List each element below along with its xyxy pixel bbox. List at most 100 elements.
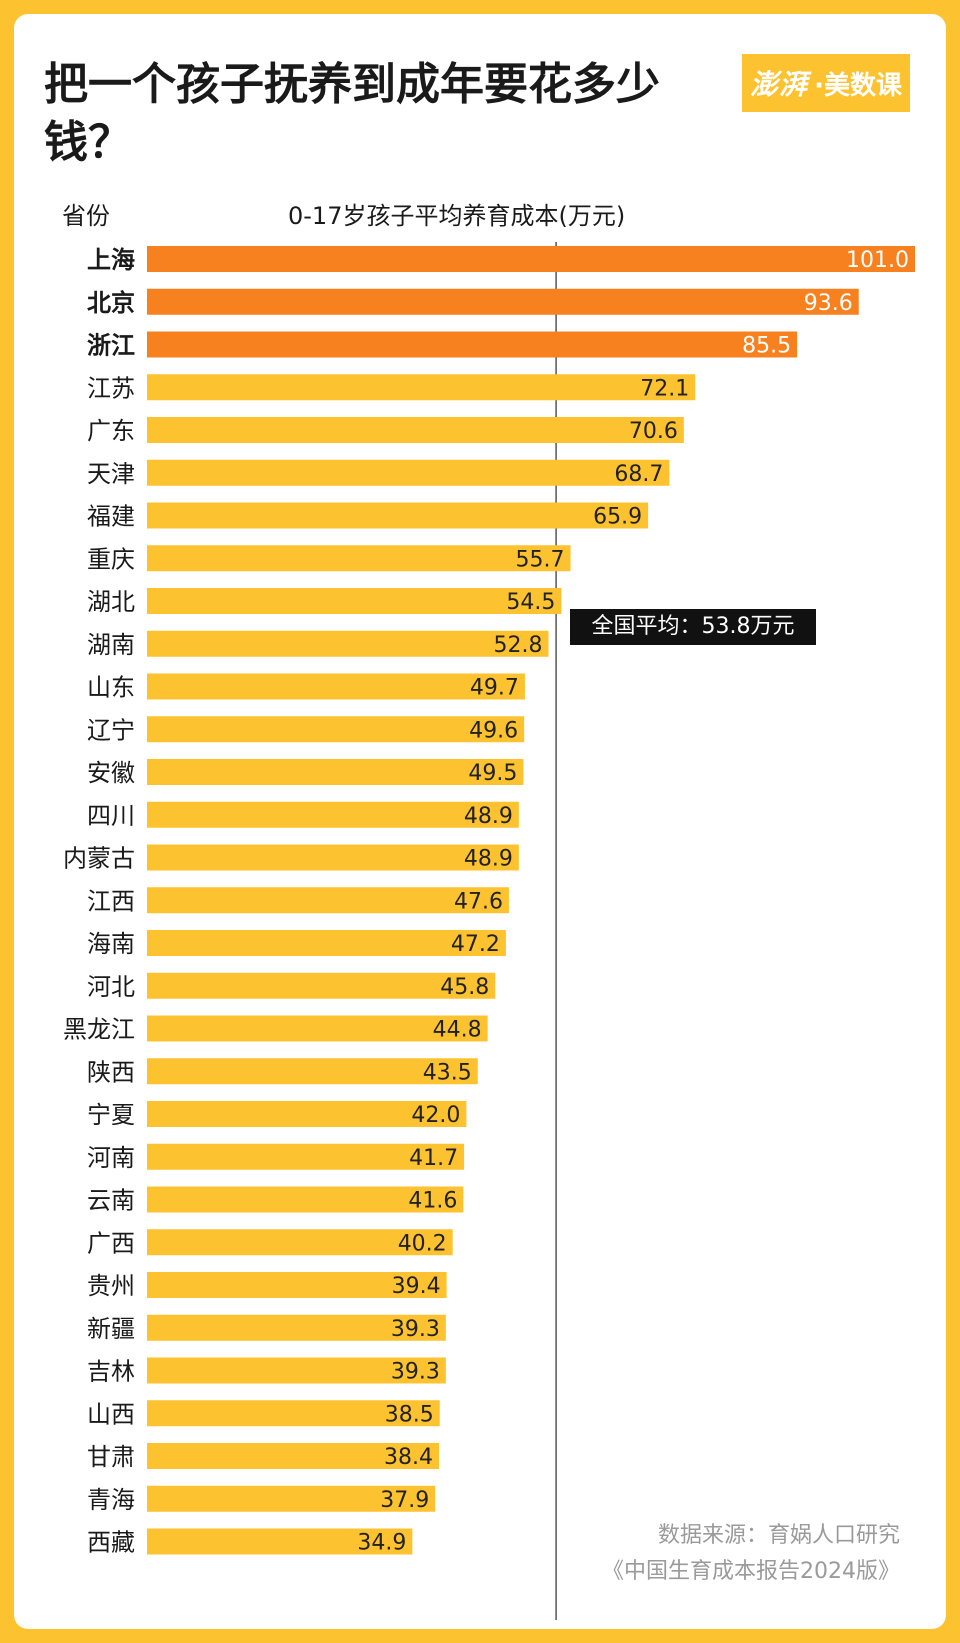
value-label: 48.9 [464,847,513,872]
value-label: 38.4 [384,1445,433,1470]
value-label: 49.7 [470,676,519,701]
value-label: 93.6 [804,291,853,316]
category-label: 浙江 [87,332,135,360]
bar [147,1314,446,1341]
value-label: 48.9 [464,804,513,829]
value-label: 41.7 [409,1146,458,1171]
category-label: 甘肃 [87,1443,135,1471]
logo-sub-brand: ·美数课 [814,70,902,101]
chart-title: 把一个孩子抚养到成年要花多少钱？ [44,59,660,168]
category-label: 海南 [87,930,135,958]
value-label: 65.9 [593,505,642,530]
value-label: 101.0 [846,248,909,273]
category-label: 安徽 [87,759,135,787]
bar [147,1443,439,1469]
value-label: 34.9 [357,1531,406,1556]
bar [147,1058,478,1085]
bar [147,930,506,956]
category-label: 湖北 [87,588,135,616]
bar [147,1015,488,1042]
category-label: 福建 [87,503,135,531]
bar [147,1143,465,1170]
bar [147,1400,440,1427]
bar [147,630,549,657]
bar [147,1186,464,1213]
source-line-2: 《中国生育成本报告2024版》 [602,1559,900,1584]
bar [147,759,524,785]
category-label: 辽宁 [87,716,135,744]
value-label: 55.7 [516,547,565,572]
category-label: 贵州 [87,1272,135,1300]
value-label: 37.9 [380,1488,429,1513]
category-label: 河北 [87,973,135,1001]
category-label: 江苏 [87,374,135,402]
bar [147,417,684,443]
category-label: 河南 [87,1144,135,1172]
bar [147,288,859,315]
value-label: 40.2 [398,1231,447,1256]
category-label: 新疆 [87,1315,135,1343]
category-label: 宁夏 [87,1101,135,1129]
category-label: 吉林 [87,1358,135,1386]
national-average-label: 全国平均：53.8万元 [570,609,816,645]
value-label: 39.3 [391,1360,440,1385]
value-label: 38.5 [385,1402,434,1427]
category-label: 黑龙江 [63,1016,135,1044]
category-label: 云南 [87,1187,135,1215]
category-label: 山东 [87,674,135,702]
value-label: 49.6 [469,718,518,743]
bar [147,459,670,486]
bar [147,502,649,529]
value-label: 68.7 [614,462,663,487]
category-label: 广西 [87,1229,135,1257]
category-label: 上海 [87,246,135,274]
value-header: 0-17岁孩子平均养育成本(万元) [288,202,626,230]
bar [147,1357,446,1384]
category-label: 北京 [87,289,135,317]
value-label: 44.8 [433,1018,482,1043]
brand-logo: 澎湃 ·美数课 [742,54,910,112]
bar [147,972,496,999]
value-label: 72.1 [640,376,689,401]
category-label: 西藏 [87,1529,135,1557]
bar [147,588,562,614]
bar [147,1272,447,1298]
logo-brand: 澎湃 [750,68,809,101]
bar [147,844,519,871]
category-header: 省份 [62,202,110,230]
value-label: 54.5 [506,590,555,615]
bar [147,716,525,743]
data-source: 数据来源：育娲人口研究 《中国生育成本报告2024版》 [602,1518,900,1590]
bar [147,331,798,358]
category-label: 湖南 [87,631,135,659]
value-label: 47.2 [451,932,500,957]
category-label: 天津 [87,460,135,488]
value-label: 49.5 [468,761,517,786]
value-label: 39.3 [391,1317,440,1342]
category-label: 四川 [87,802,135,830]
bar [147,545,571,572]
category-label: 青海 [87,1486,135,1514]
value-label: 41.6 [408,1189,457,1214]
bar [147,246,915,272]
bar [147,887,509,914]
value-label: 39.4 [392,1274,441,1299]
category-label: 重庆 [87,545,135,573]
category-label: 江西 [87,887,135,915]
value-label: 70.6 [629,419,678,444]
category-label: 广东 [87,417,135,445]
value-label: 85.5 [742,334,791,359]
bar [147,1229,453,1256]
bar [147,374,696,401]
bar [147,1485,436,1512]
value-label: 47.6 [454,889,503,914]
category-label: 山西 [87,1400,135,1428]
bar [147,1101,467,1127]
category-label: 内蒙古 [63,845,135,873]
category-label: 陕西 [87,1058,135,1086]
bar [147,673,525,700]
bar [147,1528,413,1555]
value-label: 43.5 [423,1060,472,1085]
value-label: 45.8 [440,975,489,1000]
